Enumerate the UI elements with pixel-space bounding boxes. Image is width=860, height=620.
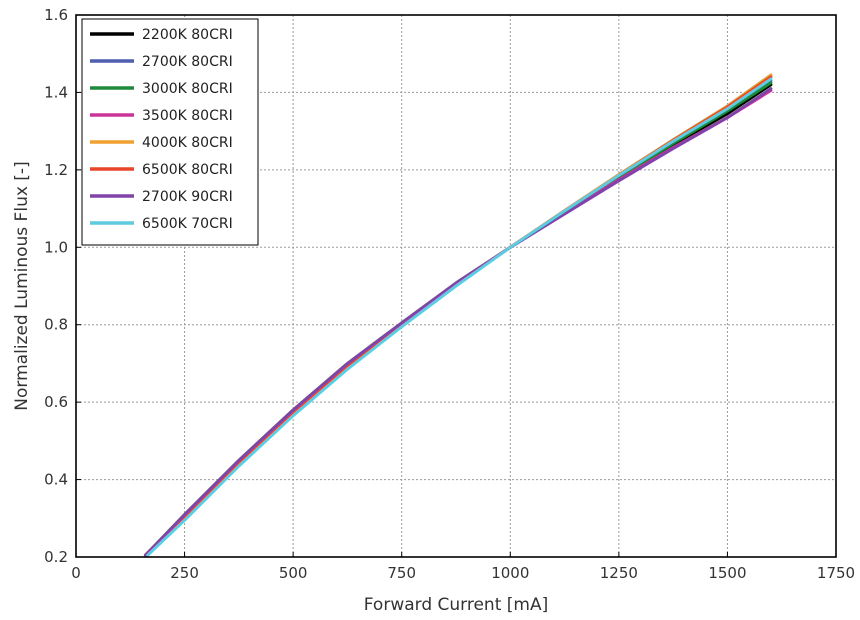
series-line (146, 77, 773, 557)
y-tick-label: 1.6 (44, 6, 68, 24)
x-tick-label: 1250 (600, 564, 638, 582)
plot-frame (75, 14, 837, 558)
series-line (144, 87, 773, 557)
legend-label: 2200K 80CRI (142, 27, 233, 43)
legend-label: 3000K 80CRI (142, 81, 233, 97)
legend-label: 2700K 80CRI (142, 54, 233, 70)
y-axis-ticks: 0.2 0.4 0.6 0.8 1.0 1.2 1.4 1.6 (44, 6, 81, 566)
y-tick-label: 1.2 (44, 161, 68, 179)
x-tick-label: 1750 (817, 564, 855, 582)
legend-label: 6500K 70CRI (142, 216, 233, 232)
x-tick-label: 1000 (491, 564, 529, 582)
legend: 2200K 80CRI 2700K 80CRI 3000K 80CRI 3500K 8… (81, 18, 259, 246)
x-tick-label: 0 (71, 564, 81, 582)
legend-label: 4000K 80CRI (142, 135, 233, 151)
y-axis-label: Normalized Luminous Flux [-] (12, 161, 32, 410)
y-tick-label: 0.8 (44, 316, 68, 334)
legend-box (81, 18, 259, 246)
plot-series (144, 73, 773, 557)
y-tick-label: 1.4 (44, 83, 68, 101)
y-tick-label: 1.0 (44, 238, 68, 256)
grid-lines (76, 15, 836, 557)
x-tick-label: 1500 (708, 564, 746, 582)
x-tick-label: 250 (170, 564, 199, 582)
x-axis-label: Forward Current [mA] (364, 595, 548, 615)
x-axis-ticks: 0 250 500 750 1000 1250 1500 1750 (71, 552, 855, 582)
y-tick-label: 0.2 (44, 548, 68, 566)
legend-label: 6500K 80CRI (142, 162, 233, 178)
legend-label: 3500K 80CRI (142, 108, 233, 124)
y-tick-label: 0.4 (44, 471, 68, 489)
y-tick-label: 0.6 (44, 393, 68, 411)
x-tick-label: 500 (279, 564, 308, 582)
legend-label: 2700K 90CRI (142, 189, 233, 205)
x-tick-label: 750 (387, 564, 416, 582)
